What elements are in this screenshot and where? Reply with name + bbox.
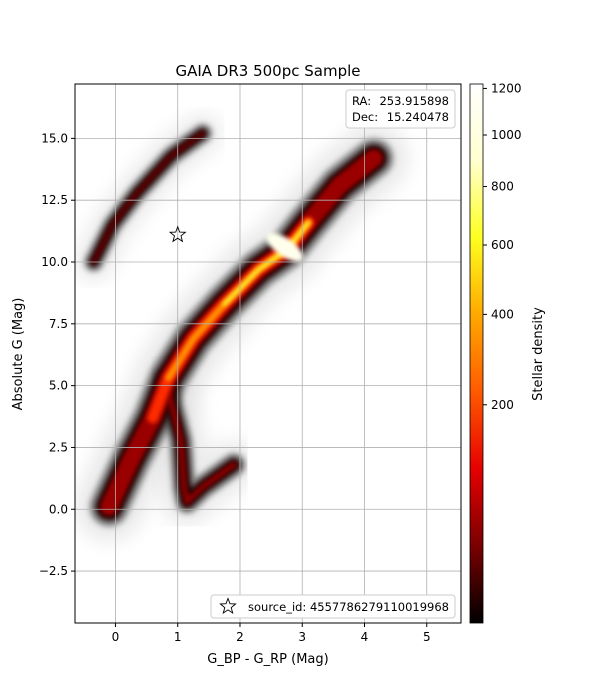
legend: source_id: 4557786279110019968 [210, 594, 456, 619]
x-tick-label: 3 [298, 630, 306, 644]
density-band-11 [91, 131, 205, 264]
dec-value: 15.240478 [387, 110, 449, 124]
ra-label: RA: [352, 94, 371, 108]
colorbar: 200 400 600 800 1000 1200 Stellar density [469, 81, 546, 624]
colorbar-tick-label: 800 [491, 180, 514, 194]
colorbar-tick-label: 1200 [491, 81, 522, 95]
density-band-14 [222, 220, 311, 306]
colorbar-tick-label: 400 [491, 307, 514, 321]
colorbar-ticks: 200 400 600 800 1000 1200 [483, 81, 522, 412]
colorbar-gradient [469, 83, 484, 624]
colorbar-tick-label: 1000 [491, 128, 522, 142]
density-band-10 [162, 377, 237, 505]
density-layer [75, 113, 409, 542]
density-peak [265, 232, 304, 262]
legend-frame [210, 594, 456, 619]
colorbar-tick-label: 600 [491, 238, 514, 252]
info-box-frame [345, 89, 456, 129]
plot-area: 0 1 2 3 4 5 −2.5 0.0 2.5 5.0 7.5 10.0 12.5 15.0 [39, 83, 462, 644]
x-tick-label: 5 [423, 630, 431, 644]
y-tick-label: 12.5 [41, 193, 68, 207]
x-tick-label: 0 [112, 630, 120, 644]
dec-label: Dec: [352, 110, 378, 124]
star-icon [219, 597, 237, 615]
axis-ticks: 0 1 2 3 4 5 −2.5 0.0 2.5 5.0 7.5 10.0 12.5 15.0 [39, 131, 431, 644]
x-axis-label: G_BP - G_RP (Mag) [207, 652, 328, 667]
marker-layer [168, 225, 187, 243]
plot-frame [74, 83, 462, 624]
x-tick-label: 1 [174, 630, 182, 644]
source-star-marker [168, 225, 187, 243]
grid-lines [75, 84, 461, 623]
info-box: RA: 253.915898 Dec: 15.240478 [345, 89, 456, 129]
legend-label: source_id: 4557786279110019968 [248, 600, 449, 614]
y-tick-label: 2.5 [49, 440, 68, 454]
ra-value: 253.915898 [379, 94, 449, 108]
y-tick-label: 0.0 [49, 502, 68, 516]
x-tick-label: 4 [361, 630, 369, 644]
y-tick-label: 10.0 [41, 255, 68, 269]
x-tick-label: 2 [236, 630, 244, 644]
y-tick-label: 7.5 [49, 317, 68, 331]
colorbar-tick-label: 200 [491, 398, 514, 412]
y-tick-label: 15.0 [41, 131, 68, 145]
chart-title: GAIA DR3 500pc Sample [175, 62, 360, 80]
y-tick-label: 5.0 [49, 379, 68, 393]
y-tick-label: −2.5 [39, 564, 68, 578]
y-axis-label: Absolute G (Mag) [11, 298, 26, 411]
colorbar-label: Stellar density [531, 307, 546, 401]
